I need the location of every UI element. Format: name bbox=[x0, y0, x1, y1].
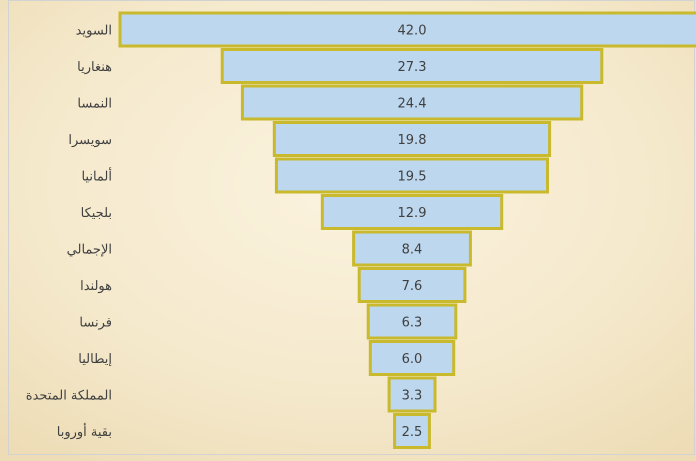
bar bbox=[274, 157, 549, 194]
category-label: السويد bbox=[76, 24, 112, 39]
bar bbox=[366, 303, 458, 340]
category-label: المملكة المتحدة bbox=[26, 389, 112, 404]
bars bbox=[118, 11, 696, 449]
bar bbox=[272, 121, 552, 157]
category-label: هولندا bbox=[80, 279, 112, 294]
bar bbox=[320, 194, 504, 230]
bar bbox=[387, 376, 437, 413]
data-label: 42.0 bbox=[398, 24, 427, 39]
bar bbox=[368, 340, 456, 376]
data-label: 19.5 bbox=[398, 170, 427, 185]
category-label: النمسا bbox=[77, 97, 112, 112]
bar bbox=[357, 267, 467, 303]
data-label: 19.8 bbox=[398, 133, 427, 148]
category-labels: السويد هنغاريا النمسا سويسرا ألمانيا بلجيكا ال… bbox=[26, 24, 112, 441]
category-label: هنغاريا bbox=[77, 60, 112, 75]
data-label: 7.6 bbox=[402, 279, 423, 294]
bar bbox=[240, 84, 584, 121]
data-label: 8.4 bbox=[402, 243, 423, 258]
data-label: 12.9 bbox=[398, 206, 427, 221]
data-label: 2.5 bbox=[402, 425, 423, 440]
data-label: 6.0 bbox=[402, 352, 423, 367]
bar bbox=[220, 48, 604, 84]
category-label: الإجمالي bbox=[67, 243, 112, 258]
category-label: إيطاليا bbox=[78, 352, 112, 367]
bar bbox=[352, 230, 472, 267]
value-labels: 42.0 27.3 24.4 19.8 19.5 12.9 8.4 7.6 6.3 6.0 3.3 2… bbox=[398, 24, 427, 441]
category-label: فرنسا bbox=[79, 316, 112, 331]
data-label: 6.3 bbox=[402, 316, 423, 331]
data-label: 24.4 bbox=[398, 97, 427, 112]
data-label: 27.3 bbox=[398, 60, 427, 75]
bar bbox=[118, 11, 696, 48]
chart-frame bbox=[8, 0, 695, 455]
data-label: 3.3 bbox=[402, 389, 423, 404]
category-label: بقية أوروبا bbox=[57, 423, 112, 440]
category-label: سويسرا bbox=[68, 133, 112, 148]
bar bbox=[393, 413, 431, 449]
category-label: ألمانيا bbox=[81, 168, 112, 185]
category-label: بلجيكا bbox=[81, 206, 112, 221]
